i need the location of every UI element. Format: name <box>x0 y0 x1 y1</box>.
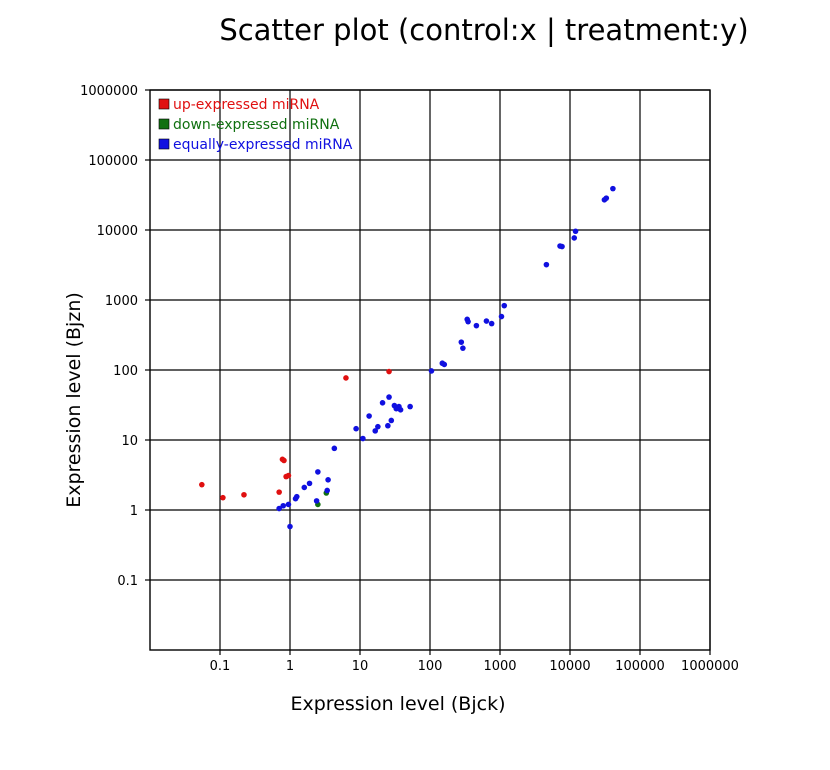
data-point <box>241 491 247 498</box>
y-axis-ticks: 0.1 1 10 100 1000 10000 100000 1000000 <box>80 84 150 589</box>
data-point <box>360 435 366 442</box>
data-point <box>385 422 391 429</box>
y-tick-label: 100 <box>113 364 138 379</box>
data-point <box>488 320 495 327</box>
data-point <box>375 423 381 430</box>
data-point <box>386 368 392 375</box>
data-point <box>386 394 392 400</box>
x-tick-label: 1000 <box>483 659 516 674</box>
data-point <box>343 375 349 381</box>
legend-swatch <box>158 118 170 130</box>
data-point <box>559 243 565 250</box>
y-tick-label: 100000 <box>88 154 138 169</box>
data-point <box>285 501 292 508</box>
data-point <box>388 417 395 424</box>
data-point <box>331 445 338 452</box>
x-tick-label: 1 <box>286 659 294 674</box>
data-point <box>366 413 372 419</box>
data-point <box>285 472 292 479</box>
legend-label: equally-expressed miRNA <box>173 137 353 153</box>
data-point <box>276 489 282 495</box>
x-tick-label: 1000000 <box>681 659 739 674</box>
data-point <box>199 481 205 488</box>
x-tick-label: 10 <box>352 659 369 674</box>
data-point <box>397 407 404 413</box>
data-point <box>293 493 300 500</box>
data-point <box>543 261 550 268</box>
data-point <box>460 345 466 351</box>
data-point <box>306 480 313 487</box>
data-point <box>353 425 359 432</box>
data-point <box>473 322 480 329</box>
x-tick-label: 10000 <box>549 659 590 674</box>
data-point <box>441 361 448 368</box>
data-point <box>465 318 471 325</box>
data-point <box>281 457 287 464</box>
data-point <box>407 403 413 410</box>
legend: up-expressed miRNA down-expressed miRNA eq… <box>158 97 353 153</box>
legend-label: down-expressed miRNA <box>173 117 340 133</box>
grid <box>150 89 711 650</box>
data-point <box>428 368 435 374</box>
data-point <box>572 228 579 235</box>
data-point <box>379 399 386 406</box>
data-point <box>276 505 282 512</box>
data-point <box>315 469 321 475</box>
x-axis-label: Expression level (Bjck) <box>291 693 506 715</box>
y-tick-label: 0.1 <box>117 574 138 589</box>
legend-label: up-expressed miRNA <box>173 97 320 113</box>
data-point <box>458 339 465 345</box>
data-point <box>501 302 508 309</box>
data-point <box>220 494 226 501</box>
data-point <box>313 498 320 504</box>
data-point <box>610 185 616 192</box>
data-point <box>287 523 293 530</box>
data-point <box>301 484 308 491</box>
x-tick-label: 100000 <box>615 659 665 674</box>
data-point <box>372 428 379 434</box>
y-axis-label: Expression level (Bjzn) <box>63 292 85 508</box>
chart-title: Scatter plot (control:x | treatment:y) <box>219 13 748 47</box>
y-tick-label: 1000000 <box>80 84 138 99</box>
data-point <box>325 477 331 483</box>
x-tick-label: 100 <box>418 659 443 674</box>
y-tick-label: 1 <box>130 504 138 519</box>
x-axis-ticks: 0.1 1 10 100 1000 10000 100000 1000000 <box>210 650 739 674</box>
y-tick-label: 10000 <box>97 224 138 239</box>
data-point <box>571 235 578 241</box>
legend-swatch <box>158 138 170 150</box>
data-point <box>603 195 610 201</box>
data-point <box>280 502 287 509</box>
y-tick-label: 1000 <box>105 294 138 309</box>
data-point <box>498 313 505 320</box>
x-tick-label: 0.1 <box>210 659 231 674</box>
data-point <box>483 318 490 324</box>
y-tick-label: 10 <box>121 434 138 449</box>
data-points <box>199 185 616 530</box>
legend-swatch <box>158 98 170 110</box>
data-point <box>324 487 331 494</box>
